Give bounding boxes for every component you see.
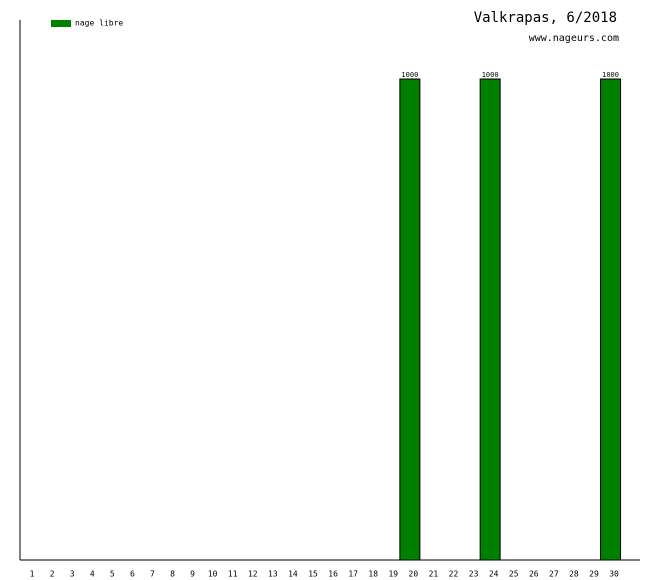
x-tick-label: 18 — [368, 570, 378, 579]
x-tick-label: 22 — [449, 570, 459, 579]
x-tick-label: 4 — [90, 570, 95, 579]
x-tick-label: 19 — [388, 570, 398, 579]
x-tick-label: 13 — [268, 570, 278, 579]
x-tick-label: 30 — [609, 570, 619, 579]
bar — [399, 78, 421, 561]
x-tick-label: 5 — [110, 570, 115, 579]
x-tick-label: 23 — [469, 570, 479, 579]
value-label: 1000 — [602, 71, 619, 79]
x-tick-label: 8 — [170, 570, 175, 579]
x-tick-label: 7 — [150, 570, 155, 579]
x-tick-label: 1 — [30, 570, 35, 579]
x-tick-label: 20 — [409, 570, 419, 579]
x-tick-label: 25 — [509, 570, 519, 579]
x-tick-label: 16 — [328, 570, 338, 579]
value-label: 1000 — [401, 71, 418, 79]
x-tick-label: 21 — [429, 570, 439, 579]
x-tick-label: 17 — [348, 570, 358, 579]
x-tick-label: 6 — [130, 570, 135, 579]
x-tick-label: 27 — [549, 570, 559, 579]
x-tick-label: 2 — [50, 570, 55, 579]
x-tick-label: 29 — [589, 570, 599, 579]
x-tick-label: 24 — [489, 570, 499, 579]
x-tick-label: 26 — [529, 570, 539, 579]
x-tick-label: 9 — [190, 570, 195, 579]
x-tick-label: 15 — [308, 570, 318, 579]
x-tick-label: 14 — [288, 570, 298, 579]
legend-swatch — [51, 20, 71, 27]
value-label: 1000 — [482, 71, 499, 79]
x-tick-label: 10 — [208, 570, 218, 579]
chart-subtitle: www.nageurs.com — [529, 33, 619, 44]
x-tick-label: 11 — [228, 570, 238, 579]
x-tick-label: 28 — [569, 570, 579, 579]
chart-title: Valkrapas, 6/2018 — [474, 10, 617, 26]
bar — [479, 78, 501, 561]
legend-label: nage libre — [75, 19, 123, 28]
x-tick-label: 12 — [248, 570, 258, 579]
bar — [600, 78, 622, 561]
x-tick-label: 3 — [70, 570, 75, 579]
